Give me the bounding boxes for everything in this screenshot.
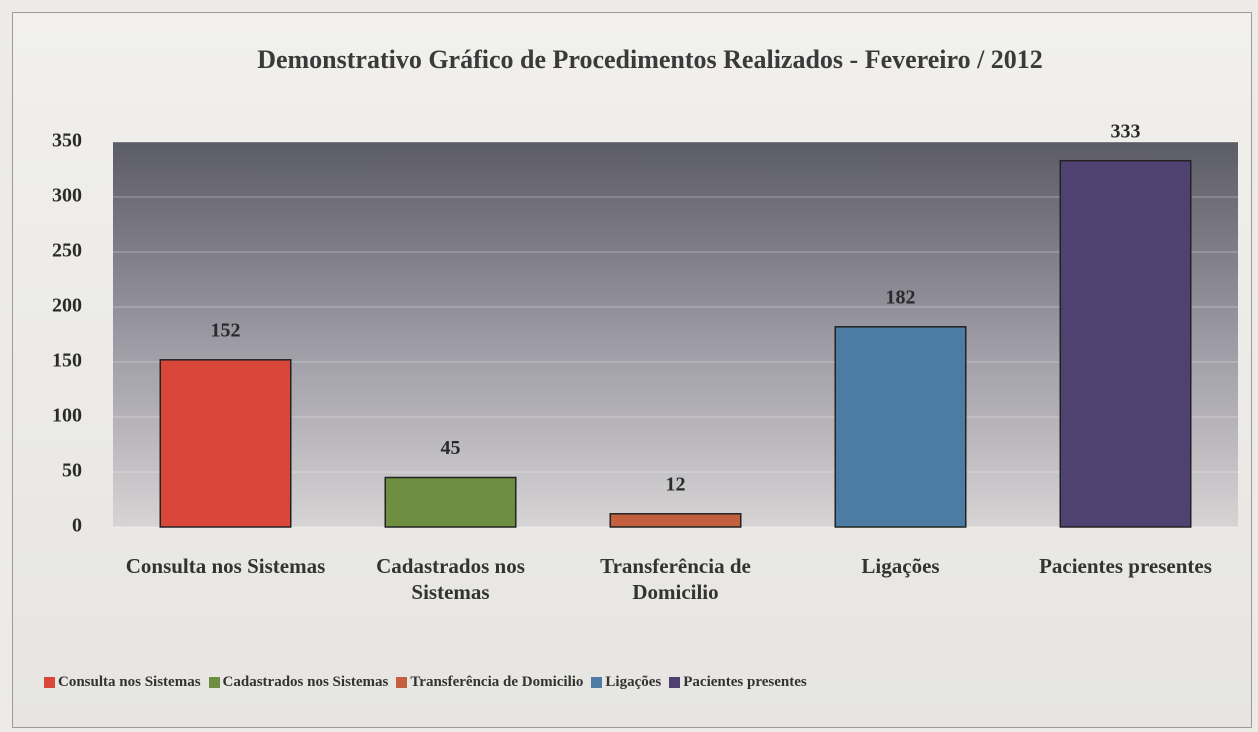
y-tick-label: 150 [52, 350, 82, 372]
plot-area [113, 142, 1238, 527]
legend-item: Ligações [591, 674, 661, 691]
y-tick-label: 200 [52, 295, 82, 317]
bar [609, 513, 742, 528]
bar [159, 359, 292, 528]
legend-item: Cadastrados nos Sistemas [208, 674, 389, 691]
legend-item: Transferência de Domicilio [396, 674, 583, 691]
bar [834, 326, 967, 528]
legend-label: Cadastrados nos Sistemas [222, 674, 389, 690]
legend: Consulta nos Sistemas Cadastrados nos Sis… [44, 674, 807, 691]
x-tick-label: Consulta nos Sistemas [125, 554, 326, 578]
value-label: 45 [441, 437, 461, 459]
legend-swatch [591, 677, 603, 688]
value-label: 182 [886, 286, 916, 308]
value-label: 152 [211, 319, 241, 341]
y-tick-label: 0 [72, 515, 82, 537]
legend-label: Transferência de Domicilio [410, 674, 584, 690]
legend-swatch [44, 677, 55, 688]
legend-swatch [669, 677, 681, 688]
chart-title: Demonstrativo Gráfico de Procedimentos R… [257, 45, 1043, 74]
y-tick-label: 300 [52, 185, 82, 207]
legend-label: Pacientes presentes [683, 674, 807, 690]
x-tick-label: Pacientes presentes [1039, 554, 1212, 578]
y-tick-label: 50 [62, 460, 82, 482]
y-tick-label: 350 [52, 130, 82, 152]
legend-label: Consulta nos Sistemas [58, 674, 201, 690]
legend-label: Ligações [605, 674, 662, 690]
bar [1059, 159, 1192, 528]
y-tick-label: 250 [52, 240, 82, 262]
y-tick-label: 100 [52, 405, 82, 427]
bar [384, 476, 517, 528]
x-tick-label: Transferência de Domicilio [600, 554, 751, 604]
value-label: 333 [1111, 120, 1141, 142]
x-tick-label: Cadastrados nos Sistemas [376, 554, 525, 604]
legend-item: Pacientes presentes [669, 674, 807, 691]
legend-swatch [396, 677, 408, 688]
legend-item: Consulta nos Sistemas [44, 674, 201, 691]
x-tick-label: Ligações [861, 554, 940, 578]
legend-swatch [208, 677, 220, 688]
value-label: 12 [666, 473, 686, 495]
